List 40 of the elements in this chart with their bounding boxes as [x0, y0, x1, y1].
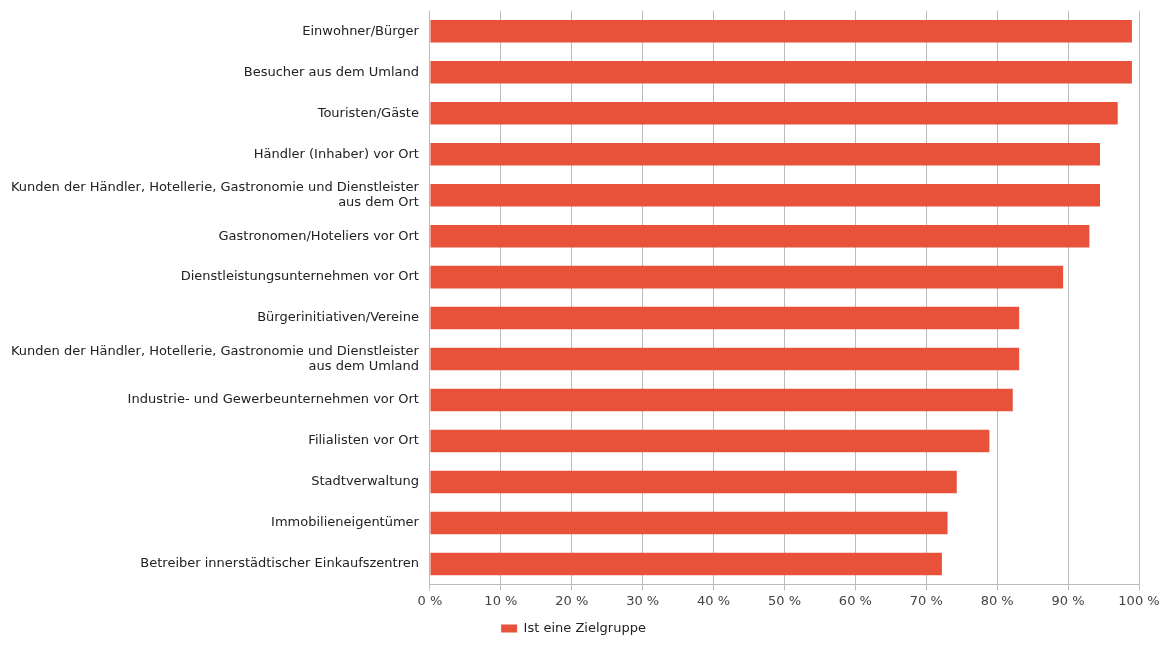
bar	[430, 20, 1132, 43]
x-tick-label: 30 %	[626, 592, 660, 608]
y-tick-label: Einwohner/Bürger	[302, 22, 420, 38]
y-tick-label: Kunden der Händler, Hotellerie, Gastronomie und Dienstleister aus dem Umland	[10, 342, 420, 374]
y-tick-label: Stadtverwaltung	[311, 473, 419, 489]
y-tick-label: Industrie- und Gewerbeunternehmen vor Ort	[127, 391, 419, 407]
y-tick-label: Dienstleistungsunternehmen vor Ort	[180, 268, 419, 284]
bar	[430, 60, 1132, 84]
bar	[430, 142, 1100, 166]
bar	[430, 552, 942, 576]
x-tick-label: 10 %	[484, 592, 518, 608]
bar	[430, 429, 990, 453]
bar	[430, 224, 1090, 248]
legend-label: Ist eine Zielgruppe	[523, 619, 646, 635]
x-tick-label: 90 %	[1051, 592, 1085, 608]
bar	[430, 183, 1100, 207]
y-tick-label: Besucher aus dem Umland	[243, 63, 419, 79]
y-tick-label: Filialisten vor Ort	[308, 432, 419, 448]
x-tick-label: 50 %	[767, 592, 801, 608]
bar	[430, 388, 1013, 412]
bar	[430, 470, 957, 494]
y-tick-label: Betreiber innerstädtischer Einkaufszentren	[140, 555, 419, 571]
bar	[430, 101, 1118, 125]
y-tick-label: Immobilieneigentümer	[271, 514, 420, 530]
y-tick-label: Gastronomen/Hoteliers vor Ort	[218, 227, 419, 243]
x-tick-label: 100 %	[1118, 592, 1160, 608]
x-tick-label: 20 %	[555, 592, 589, 608]
bar	[430, 347, 1020, 371]
x-tick-label: 80 %	[980, 592, 1014, 608]
y-tick-label: Händler (Inhaber) vor Ort	[253, 145, 419, 161]
y-tick-label: Touristen/Gäste	[316, 104, 419, 120]
y-tick-label: Kunden der Händler, Hotellerie, Gastronomie und Dienstleister aus dem Ort	[10, 178, 420, 210]
x-tick-label: 60 %	[838, 592, 872, 608]
bar	[430, 265, 1064, 289]
bar	[430, 511, 948, 535]
x-tick-label: 0 %	[417, 592, 443, 608]
y-tick-label: Bürgerinitiativen/Vereine	[257, 309, 419, 325]
bar	[430, 306, 1020, 330]
x-tick-label: 70 %	[909, 592, 943, 608]
x-tick-label: 40 %	[697, 592, 731, 608]
